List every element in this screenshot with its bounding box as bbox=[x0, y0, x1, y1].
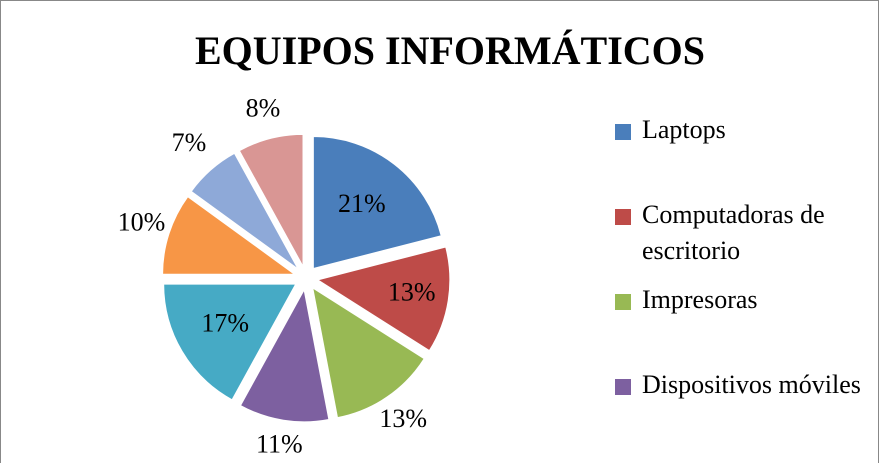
chart-title: EQUIPOS INFORMÁTICOS bbox=[195, 28, 705, 73]
data-label: 13% bbox=[388, 278, 436, 307]
legend-entry: Laptops bbox=[615, 112, 865, 197]
legend-entry: Computadoras de escritorio bbox=[615, 197, 865, 282]
data-label: 7% bbox=[172, 128, 207, 157]
data-label: 13% bbox=[379, 404, 427, 433]
legend: Laptops Computadoras de escritorio Impreso… bbox=[615, 112, 865, 463]
data-label: 17% bbox=[201, 309, 249, 338]
pie-slice bbox=[162, 196, 297, 275]
legend-label: Laptops bbox=[642, 115, 726, 144]
pie-slice bbox=[190, 152, 299, 270]
data-label: 10% bbox=[118, 207, 166, 236]
pie-slice bbox=[163, 283, 297, 401]
data-label: 21% bbox=[338, 189, 386, 218]
legend-entry: Dispositivos móviles bbox=[615, 367, 865, 452]
legend-entry: Impresoras bbox=[615, 282, 865, 367]
legend-swatch bbox=[615, 209, 631, 225]
legend-swatch bbox=[615, 124, 631, 140]
pie-slice bbox=[312, 136, 442, 270]
legend-label: Dispositivos móviles bbox=[642, 370, 861, 399]
legend-label: Computadoras de escritorio bbox=[642, 200, 825, 265]
data-label: 11% bbox=[256, 429, 303, 458]
pie-slice bbox=[238, 133, 304, 267]
pie-slice bbox=[312, 286, 425, 419]
pie-slice bbox=[239, 288, 330, 423]
pie-slice bbox=[316, 246, 451, 352]
legend-swatch bbox=[615, 379, 631, 395]
data-label: 8% bbox=[246, 93, 281, 122]
legend-swatch bbox=[615, 294, 631, 310]
legend-label: Impresoras bbox=[642, 285, 758, 314]
